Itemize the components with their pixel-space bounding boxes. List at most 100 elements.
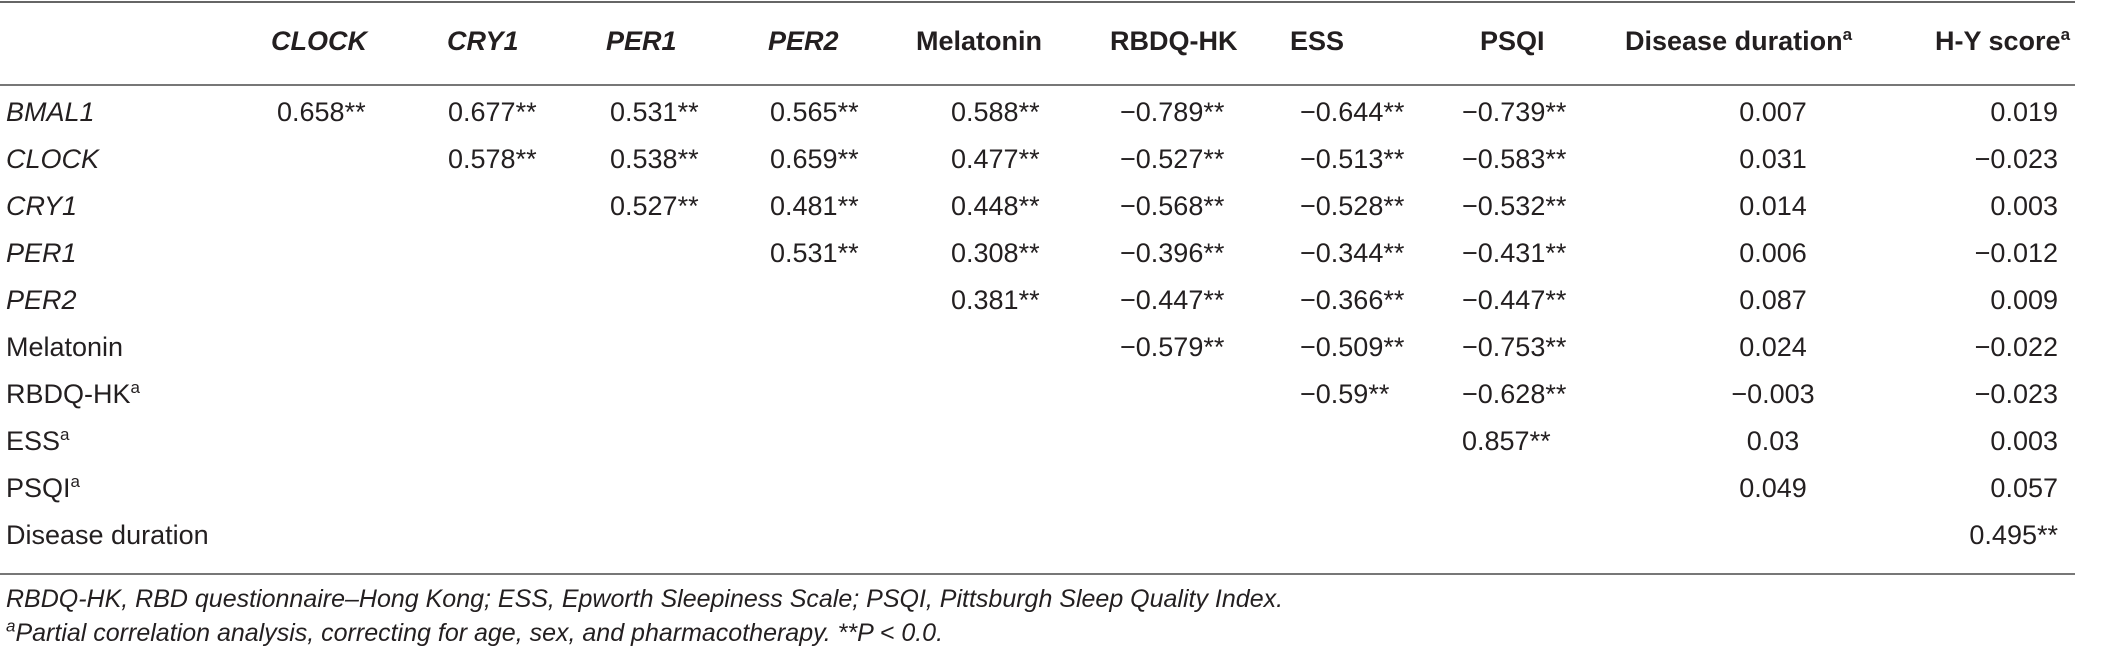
column-header-label: CRY1 — [447, 26, 519, 56]
table-cell: −0.628** — [1462, 379, 1567, 409]
table-cell: −0.396** — [1120, 238, 1225, 268]
table-cell: 0.03 — [1746, 426, 1800, 456]
table-cell: −0.59** — [1300, 379, 1390, 409]
column-header: RBDQ-HK — [1110, 24, 1238, 58]
table-cell: 0.588** — [951, 97, 1040, 127]
table-cell: 0.857** — [1462, 426, 1551, 456]
row-label-text: ESS — [6, 426, 61, 456]
column-header-label: Melatonin — [916, 26, 1042, 56]
footnote-partial-text: Partial correlation analysis, correcting… — [15, 619, 944, 647]
column-header-label: RBDQ-HK — [1110, 26, 1238, 56]
table-cell: −0.513** — [1300, 144, 1405, 174]
column-header: PER1 — [606, 24, 677, 58]
table-cell: −0.447** — [1462, 285, 1567, 315]
table-bottom-rule — [0, 573, 2075, 575]
table-cell: 0.049 — [1739, 473, 1807, 503]
table-cell: 0.014 — [1739, 191, 1807, 221]
table-cell: 0.527** — [610, 191, 699, 221]
table-cell: −0.023 — [1974, 379, 2058, 409]
table-cell: 0.087 — [1739, 285, 1807, 315]
column-header: PSQI — [1480, 24, 1545, 58]
column-header: H-Y scorea — [1935, 24, 2070, 58]
table-cell: 0.003 — [1990, 191, 2058, 221]
column-header: CRY1 — [447, 24, 519, 58]
table-cell: 0.565** — [770, 97, 859, 127]
row-label: PSQIa — [6, 471, 80, 505]
table-cell: −0.023 — [1974, 144, 2058, 174]
table-cell: 0.308** — [951, 238, 1040, 268]
table-cell: −0.583** — [1462, 144, 1567, 174]
table-cell: 0.658** — [277, 97, 366, 127]
table-cell: −0.789** — [1120, 97, 1225, 127]
table-cell: −0.739** — [1462, 97, 1567, 127]
footnote-abbreviations-text: RBDQ-HK, RBD questionnaire–Hong Kong; ES… — [6, 585, 1284, 613]
column-header: PER2 — [768, 24, 839, 58]
row-label: BMAL1 — [6, 95, 95, 129]
footnote-partial-marker: a — [6, 616, 16, 636]
table-cell: −0.753** — [1462, 332, 1567, 362]
table-cell: 0.481** — [770, 191, 859, 221]
row-label-text: PER2 — [6, 285, 77, 315]
table-cell: −0.022 — [1974, 332, 2058, 362]
column-header: ESS — [1290, 24, 1344, 58]
table-cell: −0.532** — [1462, 191, 1567, 221]
row-label: PER2 — [6, 283, 77, 317]
column-header: CLOCK — [271, 24, 367, 58]
column-header-footnote-marker: a — [2060, 25, 2071, 44]
table-cell: 0.448** — [951, 191, 1040, 221]
table-cell: 0.009 — [1990, 285, 2058, 315]
column-header-label: PER2 — [768, 26, 839, 56]
table-cell: 0.031 — [1739, 144, 1807, 174]
table-cell: −0.579** — [1120, 332, 1225, 362]
column-header-label: ESS — [1290, 26, 1345, 56]
table-cell: 0.677** — [448, 97, 537, 127]
footnote-partial-correlation: aPartial correlation analysis, correctin… — [6, 617, 943, 649]
row-label-footnote-marker: a — [130, 378, 140, 397]
column-header-label: H-Y score — [1935, 26, 2061, 56]
row-label: CRY1 — [6, 189, 77, 223]
table-cell: −0.366** — [1300, 285, 1405, 315]
table-cell: 0.538** — [610, 144, 699, 174]
table-cell: 0.006 — [1739, 238, 1807, 268]
table-cell: −0.528** — [1300, 191, 1405, 221]
row-label: Melatonin — [6, 330, 123, 364]
table-cell: 0.024 — [1739, 332, 1807, 362]
table-cell: 0.477** — [951, 144, 1040, 174]
row-label-text: BMAL1 — [6, 97, 95, 127]
table-header-rule — [0, 84, 2075, 86]
table-cell: −0.568** — [1120, 191, 1225, 221]
row-label-text: RBDQ-HK — [6, 379, 131, 409]
table-cell: −0.012 — [1974, 238, 2058, 268]
table-cell: −0.344** — [1300, 238, 1405, 268]
column-header: Disease durationa — [1625, 24, 1852, 58]
table-cell: 0.531** — [610, 97, 699, 127]
table-cell: −0.509** — [1300, 332, 1405, 362]
table-cell: 0.381** — [951, 285, 1040, 315]
table-top-rule — [0, 1, 2075, 3]
table-cell: −0.003 — [1731, 379, 1815, 409]
column-header-label: CLOCK — [271, 26, 367, 56]
table-cell: 0.007 — [1739, 97, 1807, 127]
row-label: CLOCK — [6, 142, 99, 176]
row-label-text: CRY1 — [6, 191, 78, 221]
row-label-text: PER1 — [6, 238, 77, 268]
table-cell: 0.495** — [1969, 520, 2058, 550]
row-label-text: Melatonin — [6, 332, 124, 362]
row-label-text: PSQI — [6, 473, 71, 503]
column-header-label: PSQI — [1480, 26, 1545, 56]
row-label: PER1 — [6, 236, 77, 270]
column-header-label: PER1 — [606, 26, 677, 56]
table-cell: −0.527** — [1120, 144, 1225, 174]
column-header-footnote-marker: a — [1842, 25, 1853, 44]
footnote-abbreviations: RBDQ-HK, RBD questionnaire–Hong Kong; ES… — [6, 583, 1283, 615]
table-cell: −0.431** — [1462, 238, 1567, 268]
table-cell: 0.578** — [448, 144, 537, 174]
row-label-footnote-marker: a — [70, 472, 80, 491]
column-header: Melatonin — [916, 24, 1042, 58]
row-label-text: CLOCK — [6, 144, 100, 174]
table-cell: 0.019 — [1990, 97, 2058, 127]
row-label: RBDQ-HKa — [6, 377, 140, 411]
column-header-label: Disease duration — [1625, 26, 1843, 56]
table-cell: 0.057 — [1990, 473, 2058, 503]
